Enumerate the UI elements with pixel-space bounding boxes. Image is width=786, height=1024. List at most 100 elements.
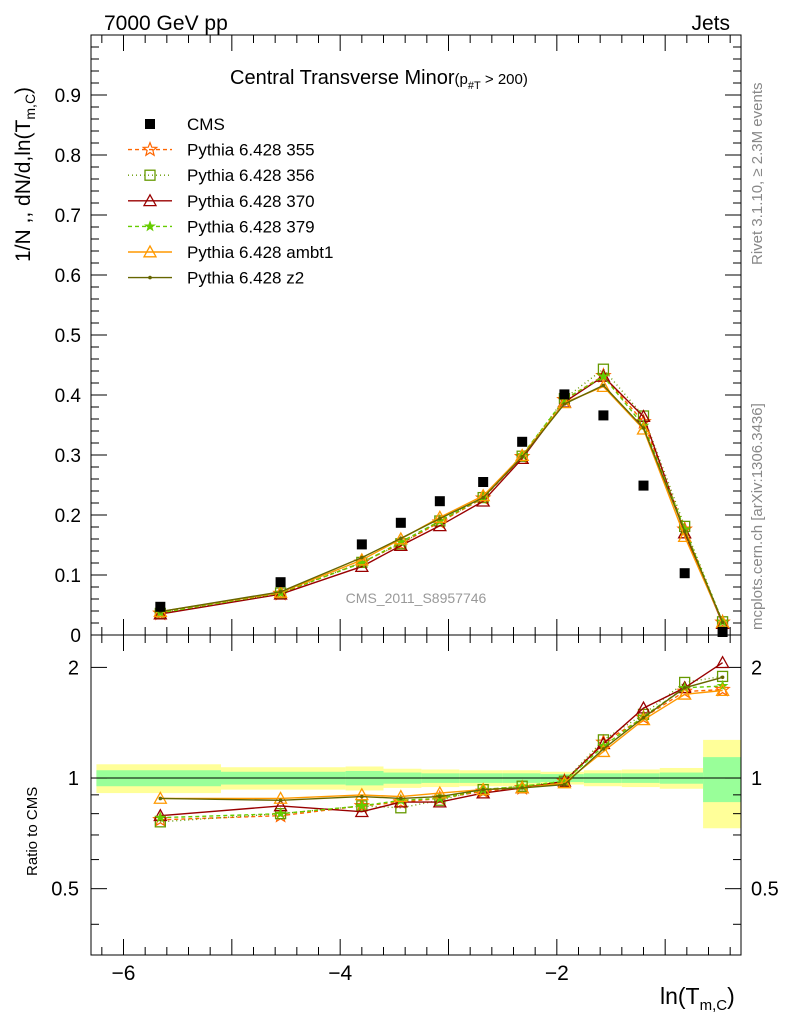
ratio-uncertainty-bands [91, 739, 741, 829]
mcplots-url-label: mcplots.cern.ch [arXiv:1306.3436] [749, 403, 766, 630]
chart-title: Central Transverse Minor(p#T > 200) [230, 67, 528, 92]
ratio-band-inner [703, 757, 741, 803]
series-marker [154, 811, 167, 823]
series-marker [641, 715, 646, 720]
series-marker [481, 495, 485, 500]
y-axis-label-main: 1/N ,, dN/d,ln(Tm,C) [12, 87, 38, 262]
x-tick-label: −6 [112, 962, 136, 985]
legend-label-cms: CMS [187, 115, 225, 134]
series-line-main [160, 375, 724, 624]
series-marker [720, 620, 725, 625]
series-marker [148, 275, 152, 280]
cms-data-points [155, 389, 728, 637]
series-marker [142, 244, 158, 258]
series-marker [715, 683, 730, 696]
series-marker [273, 586, 288, 600]
rivet-version-label: Rivet 3.1.10, ≥ 2.3M events [749, 83, 766, 266]
series-marker [714, 680, 731, 697]
legend-label: Pythia 6.428 370 [187, 192, 315, 211]
legend-marker-cms [145, 119, 155, 129]
legend-label: Pythia 6.428 379 [187, 217, 315, 236]
ratio-y-tick-label: 1 [68, 768, 79, 790]
series-line-ratio [160, 675, 723, 823]
ratio-y-tick-label-right: 1 [751, 768, 762, 790]
analysis-watermark: CMS_2011_S8957746 [346, 590, 487, 606]
main-y-tick-label: 0.5 [55, 326, 81, 347]
series-marker [601, 747, 606, 751]
series-marker [399, 796, 403, 801]
series-marker [562, 402, 567, 406]
main-axis-ticks: 0 0.1 0.2 0.3 0.4 0.5 0.6 0.7 0.8 0.9 [55, 34, 741, 647]
series-marker [520, 786, 524, 790]
series-marker [596, 379, 611, 393]
series-marker [677, 529, 692, 543]
x-tick-label: −4 [328, 962, 352, 985]
series-marker [520, 455, 524, 459]
series-marker [354, 787, 369, 801]
series-marker [393, 789, 408, 803]
main-y-tick-label: 0.8 [55, 146, 81, 167]
series-marker [144, 169, 156, 181]
main-y-tick-label: 0.7 [55, 206, 81, 227]
main-y-tick-label: 0.4 [55, 386, 82, 407]
cms-data-point [395, 517, 406, 528]
series-marker [438, 794, 442, 799]
ratio-y-tick-label: 0.5 [51, 879, 79, 901]
ratio-y-tick-label: 2 [68, 657, 79, 679]
legend-label: Pythia 6.428 z2 [187, 269, 304, 288]
ratio-panel-frame [90, 634, 742, 956]
series-marker [438, 516, 442, 521]
x-axis-label: ln(Tm,C) [660, 983, 735, 1014]
ratio-y-tick-label-right: 0.5 [751, 879, 779, 901]
legend-label: Pythia 6.428 355 [187, 141, 315, 160]
series-marker [677, 686, 692, 700]
header-energy-label: 7000 GeV pp [104, 12, 228, 35]
main-y-tick-label: 0 [70, 626, 81, 647]
main-series-lines [152, 363, 731, 630]
series-marker [141, 140, 159, 157]
series-line-main [160, 368, 724, 623]
main-y-tick-label: 0.9 [55, 86, 81, 107]
series-marker [144, 220, 156, 232]
series-marker [682, 685, 687, 690]
series-line-main [160, 385, 724, 623]
legend: CMS Pythia 6.428 355 Pythia 6.428 356 Pythi… [128, 115, 333, 288]
series-marker [393, 531, 408, 545]
series-marker [274, 807, 287, 819]
series-marker [278, 590, 283, 594]
series-marker [355, 799, 368, 811]
cms-data-point [598, 410, 609, 421]
series-marker [354, 804, 369, 818]
series-marker [399, 536, 403, 541]
series-marker [273, 791, 288, 804]
series-marker [360, 794, 364, 799]
series-marker [515, 448, 530, 462]
series-line-ratio [160, 685, 723, 819]
ratio-series-lines [152, 655, 731, 828]
series-marker [641, 426, 646, 430]
series-marker [153, 808, 168, 822]
cms-data-point [356, 539, 367, 550]
series-marker [601, 383, 606, 388]
cms-data-point [478, 477, 489, 487]
series-line-ratio [160, 676, 723, 802]
main-y-tick-label: 0.3 [55, 446, 81, 467]
series-marker [278, 798, 283, 803]
series-marker [682, 529, 687, 533]
main-y-tick-label: 0.6 [55, 266, 81, 287]
cms-data-point [517, 436, 528, 447]
cms-data-point [434, 496, 445, 507]
series-marker [153, 606, 168, 620]
series-marker [158, 796, 163, 801]
series-line-ratio [160, 688, 723, 821]
main-y-tick-label: 0.2 [55, 506, 81, 527]
legend-label: Pythia 6.428 356 [187, 166, 315, 185]
cms-data-point [155, 601, 166, 612]
series-marker [597, 370, 610, 382]
series-line-main [160, 384, 724, 623]
cms-data-point [638, 480, 649, 491]
cms-data-point [679, 568, 690, 579]
legend-label: Pythia 6.428 ambt1 [187, 243, 333, 262]
series-marker [720, 675, 725, 680]
